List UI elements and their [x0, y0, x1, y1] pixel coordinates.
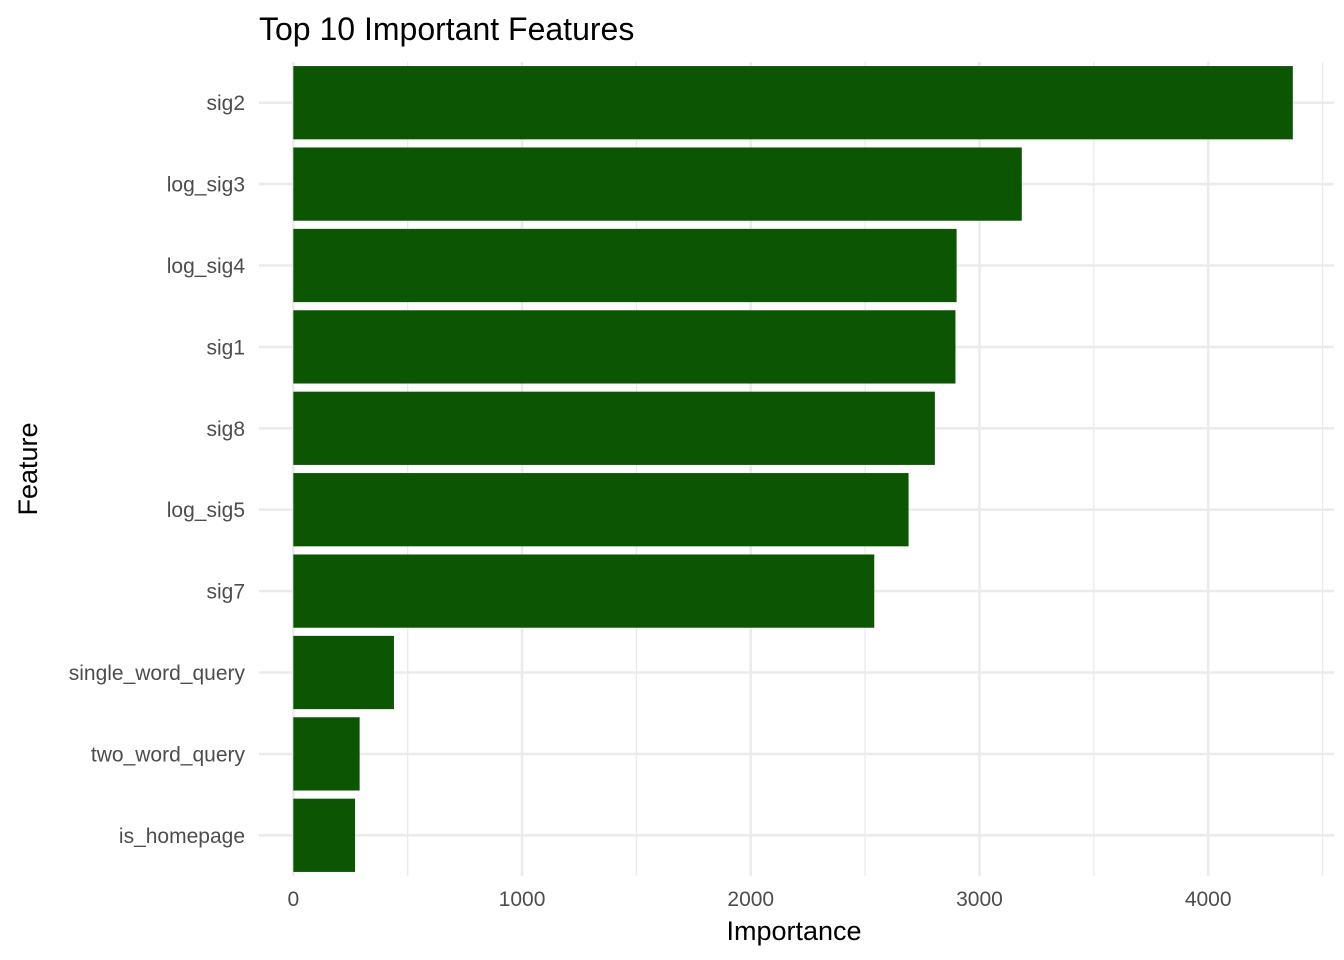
- x-tick-label: 0: [287, 888, 299, 911]
- x-tick-label: 1000: [499, 888, 546, 911]
- y-tick-label: sig7: [206, 581, 245, 604]
- bar-single_word_query: [293, 635, 394, 710]
- bar-two_word_query: [293, 717, 360, 791]
- x-tick-label: 4000: [1185, 888, 1232, 911]
- bar-sig2: [293, 66, 1293, 140]
- bar-log_sig3: [293, 147, 1022, 221]
- bar-sig7: [293, 554, 875, 628]
- x-tick-label: 3000: [956, 888, 1003, 911]
- bar-log_sig5: [293, 473, 909, 547]
- y-tick-label: is_homepage: [119, 825, 245, 848]
- y-tick-label: single_word_query: [69, 662, 246, 685]
- y-axis-title: Feature: [13, 422, 43, 515]
- y-tick-labels: sig2 log_sig3 log_sig4 sig1 sig8 log_sig5 sig7…: [69, 92, 246, 848]
- x-tick-label: 2000: [727, 888, 774, 911]
- y-tick-label: sig2: [206, 92, 245, 115]
- bar-log_sig4: [293, 228, 957, 303]
- y-tick-label: two_word_query: [91, 743, 246, 766]
- y-tick-label: log_sig4: [167, 255, 246, 278]
- bar-is_homepage: [293, 798, 356, 872]
- y-tick-label: sig8: [206, 418, 245, 441]
- chart-title: Top 10 Important Features: [259, 11, 634, 47]
- y-tick-label: log_sig3: [167, 174, 245, 197]
- x-tick-labels: 0 1000 2000 3000 4000: [287, 888, 1231, 911]
- bar-sig1: [293, 310, 956, 384]
- y-tick-label: log_sig5: [167, 499, 245, 522]
- y-tick-label: sig1: [206, 336, 245, 359]
- bar-sig8: [293, 391, 935, 465]
- bars: [293, 66, 1293, 872]
- x-axis-title: Importance: [726, 916, 861, 946]
